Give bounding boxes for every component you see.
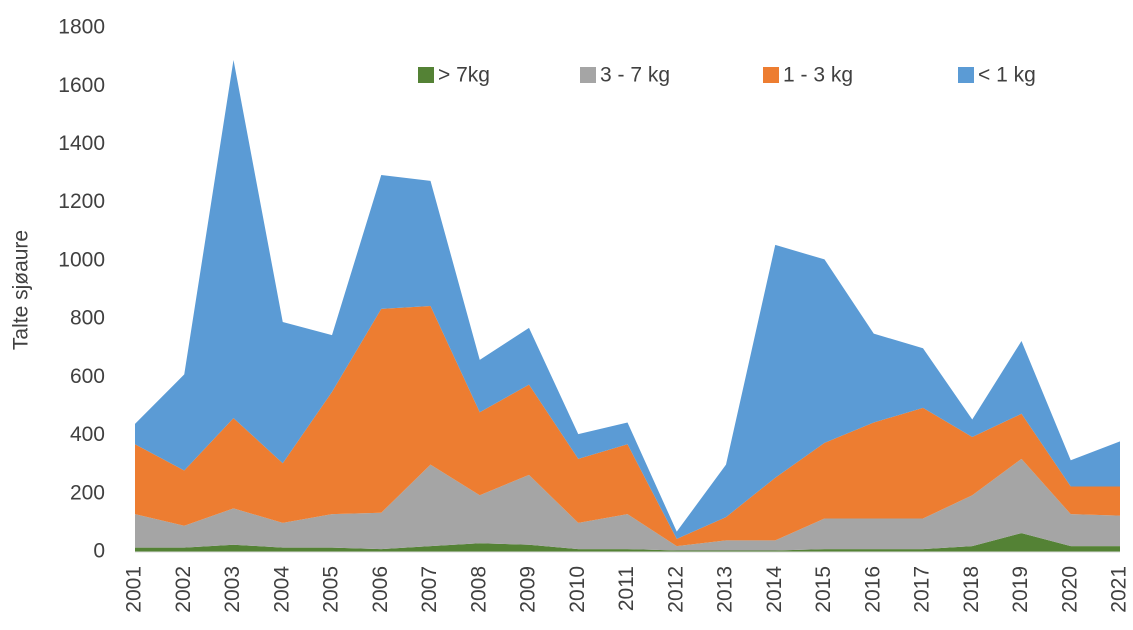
legend-swatch bbox=[958, 67, 974, 83]
x-tick-label: 2010 bbox=[566, 566, 589, 613]
x-tick-label: 2004 bbox=[270, 566, 293, 613]
area bbox=[135, 458, 1120, 551]
x-tick-label: 2021 bbox=[1108, 566, 1131, 613]
x-tick-label: 2019 bbox=[1009, 566, 1032, 613]
y-axis-title: Talte sjøaure bbox=[10, 230, 33, 350]
y-tick-label: 400 bbox=[70, 423, 105, 446]
y-tick-label: 0 bbox=[93, 540, 105, 563]
x-tick-label: 2013 bbox=[714, 566, 737, 613]
legend-label: < 1 kg bbox=[978, 64, 1036, 87]
legend-label: 1 - 3 kg bbox=[783, 64, 853, 87]
y-tick-label: 1600 bbox=[58, 74, 105, 97]
legend-label: 3 - 7 kg bbox=[600, 64, 670, 87]
x-tick-label: 2001 bbox=[123, 566, 146, 613]
legend-label: > 7kg bbox=[438, 64, 490, 87]
x-tick-label: 2014 bbox=[763, 566, 786, 613]
y-tick-label: 1800 bbox=[58, 16, 105, 39]
y-tick-label: 1400 bbox=[58, 132, 105, 155]
legend-swatch bbox=[418, 67, 434, 83]
x-tick-label: 2016 bbox=[861, 566, 884, 613]
x-tick-label: 2018 bbox=[960, 566, 983, 613]
y-tick-label: 1000 bbox=[58, 248, 105, 271]
x-tick-label: 2005 bbox=[320, 566, 343, 613]
area bbox=[135, 533, 1120, 552]
y-tick-label: 200 bbox=[70, 481, 105, 504]
x-tick-label: 2002 bbox=[172, 566, 195, 613]
x-tick-label: 2007 bbox=[418, 566, 441, 613]
x-tick-label: 2008 bbox=[467, 566, 490, 613]
x-tick-label: 2015 bbox=[812, 566, 835, 613]
x-tick-label: 2020 bbox=[1058, 566, 1081, 613]
x-tick-label: 2006 bbox=[369, 566, 392, 613]
area bbox=[135, 60, 1120, 539]
x-tick-label: 2009 bbox=[517, 566, 540, 613]
x-tick-label: 2003 bbox=[221, 566, 244, 613]
legend-swatch bbox=[580, 67, 596, 83]
x-tick-label: 2011 bbox=[615, 566, 638, 611]
y-tick-label: 600 bbox=[70, 365, 105, 388]
x-tick-label: 2017 bbox=[911, 566, 934, 613]
area bbox=[135, 306, 1120, 547]
y-tick-label: 1200 bbox=[58, 190, 105, 213]
y-tick-label: 800 bbox=[70, 307, 105, 330]
legend-swatch bbox=[763, 67, 779, 83]
x-tick-label: 2012 bbox=[664, 566, 687, 613]
